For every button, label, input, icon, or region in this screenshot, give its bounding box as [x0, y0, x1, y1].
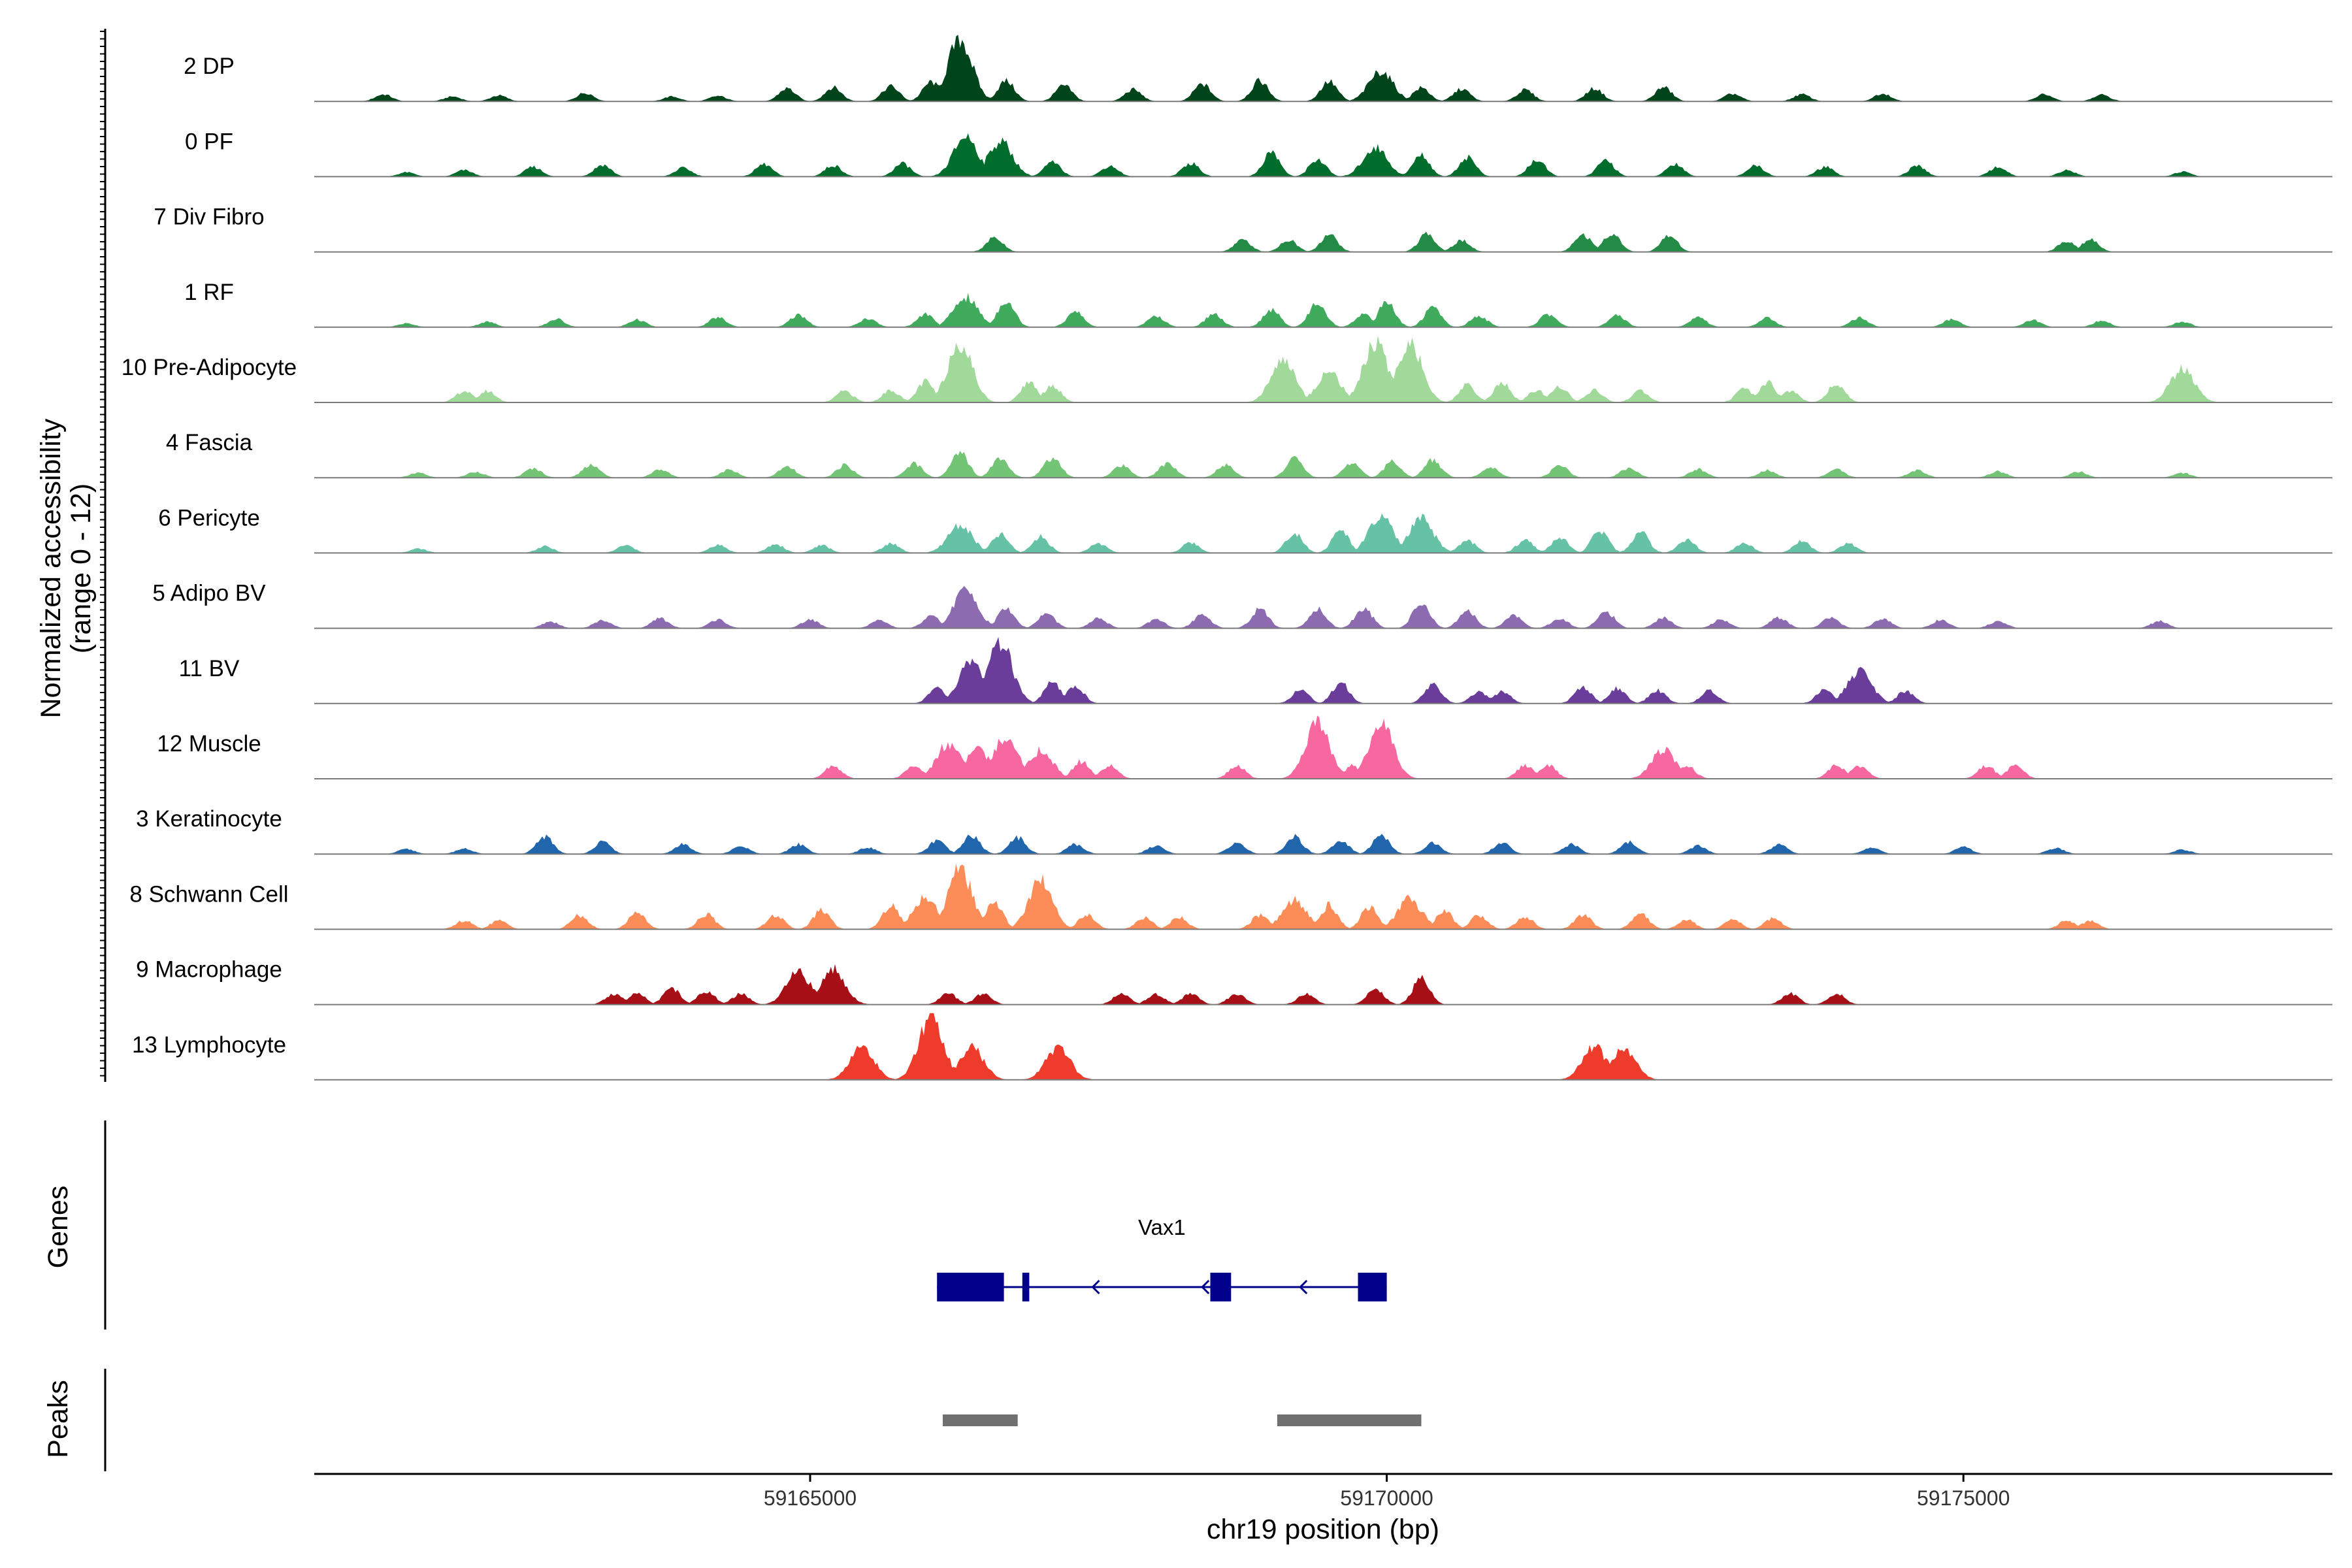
- strand-arrow: [1091, 1279, 1100, 1295]
- x-tick-label: 59175000: [1917, 1486, 2010, 1510]
- track-label: 10 Pre-Adipocyte: [122, 355, 297, 380]
- peak-region: [1277, 1414, 1422, 1426]
- gene-annotation: Vax1: [937, 1215, 1387, 1301]
- peak-regions: [943, 1414, 1422, 1426]
- track-label: 6 Pericyte: [158, 505, 260, 531]
- coverage-area: [314, 293, 2332, 327]
- track-label: 3 Keratinocyte: [136, 806, 282, 832]
- coverage-area: [314, 35, 2332, 102]
- gene-exon: [1022, 1273, 1030, 1301]
- coverage-area: [314, 231, 2332, 252]
- track-label: 7 Div Fibro: [154, 204, 264, 230]
- coverage-area: [314, 585, 2332, 629]
- peak-region: [943, 1414, 1018, 1426]
- coverage-area: [314, 715, 2332, 779]
- track-label: 9 Macrophage: [136, 957, 282, 983]
- track-label: 0 PF: [185, 129, 233, 154]
- track-5-adipo-bv: 5 Adipo BV: [152, 581, 2332, 629]
- track-3-keratinocyte: 3 Keratinocyte: [136, 806, 2332, 855]
- track-8-schwann-cell: 8 Schwann Cell: [129, 863, 2332, 930]
- track-label: 13 Lymphocyte: [132, 1032, 286, 1058]
- track-6-pericyte: 6 Pericyte: [158, 505, 2332, 554]
- track-label: 11 BV: [179, 656, 240, 681]
- gene-exon: [1210, 1273, 1232, 1301]
- track-label: 8 Schwann Cell: [129, 881, 288, 907]
- coverage-area: [314, 451, 2332, 478]
- track-label: 4 Fascia: [166, 430, 253, 455]
- coverage-area: [314, 1013, 2332, 1080]
- track-9-macrophage: 9 Macrophage: [136, 957, 2332, 1005]
- track-label: 1 RF: [184, 280, 234, 305]
- coverage-y-axis-ticks: [100, 31, 105, 1077]
- coverage-tracks: 2 DP 0 PF 7 Div Fibro 1 RF 10 Pre-Adipocyte 4…: [122, 35, 2332, 1081]
- track-7-div-fibro: 7 Div Fibro: [154, 204, 2332, 253]
- coverage-area: [314, 863, 2332, 930]
- gene-exon: [937, 1273, 1004, 1301]
- track-4-fascia: 4 Fascia: [166, 430, 2332, 479]
- track-2-dp: 2 DP: [184, 35, 2332, 103]
- gene-exon: [1358, 1273, 1387, 1301]
- track-13-lymphocyte: 13 Lymphocyte: [132, 1013, 2332, 1081]
- track-label: 2 DP: [184, 54, 235, 79]
- coverage-area: [314, 336, 2332, 402]
- track-11-bv: 11 BV: [179, 636, 2332, 704]
- y-axis-title-line2: (range 0 - 12): [65, 483, 97, 654]
- coverage-area: [314, 513, 2332, 553]
- strand-arrow: [1201, 1279, 1210, 1295]
- x-axis-ticks: 59165000 59170000 59175000: [764, 1474, 2010, 1510]
- x-axis-title: chr19 position (bp): [1207, 1514, 1439, 1545]
- peaks-panel-title: Peaks: [42, 1380, 74, 1458]
- gene-name-label: Vax1: [1138, 1215, 1186, 1239]
- coverage-area: [314, 636, 2332, 704]
- coverage-area: [314, 964, 2332, 1005]
- x-tick-label: 59170000: [1340, 1486, 1433, 1510]
- coverage-area: [314, 133, 2332, 177]
- y-axis-title-line1: Normalized accessibility: [35, 418, 67, 718]
- track-label: 12 Muscle: [157, 731, 261, 757]
- track-10-pre-adipocyte: 10 Pre-Adipocyte: [122, 336, 2332, 403]
- track-label: 5 Adipo BV: [152, 581, 266, 606]
- track-12-muscle: 12 Muscle: [157, 715, 2332, 779]
- coverage-area: [314, 834, 2332, 855]
- track-0-pf: 0 PF: [185, 129, 2332, 178]
- y-axis-title: Normalized accessibility (range 0 - 12): [35, 418, 97, 718]
- genes-panel-title: Genes: [42, 1186, 74, 1269]
- x-tick-label: 59165000: [764, 1486, 857, 1510]
- track-1-rf: 1 RF: [184, 280, 2332, 328]
- strand-arrow: [1299, 1279, 1308, 1295]
